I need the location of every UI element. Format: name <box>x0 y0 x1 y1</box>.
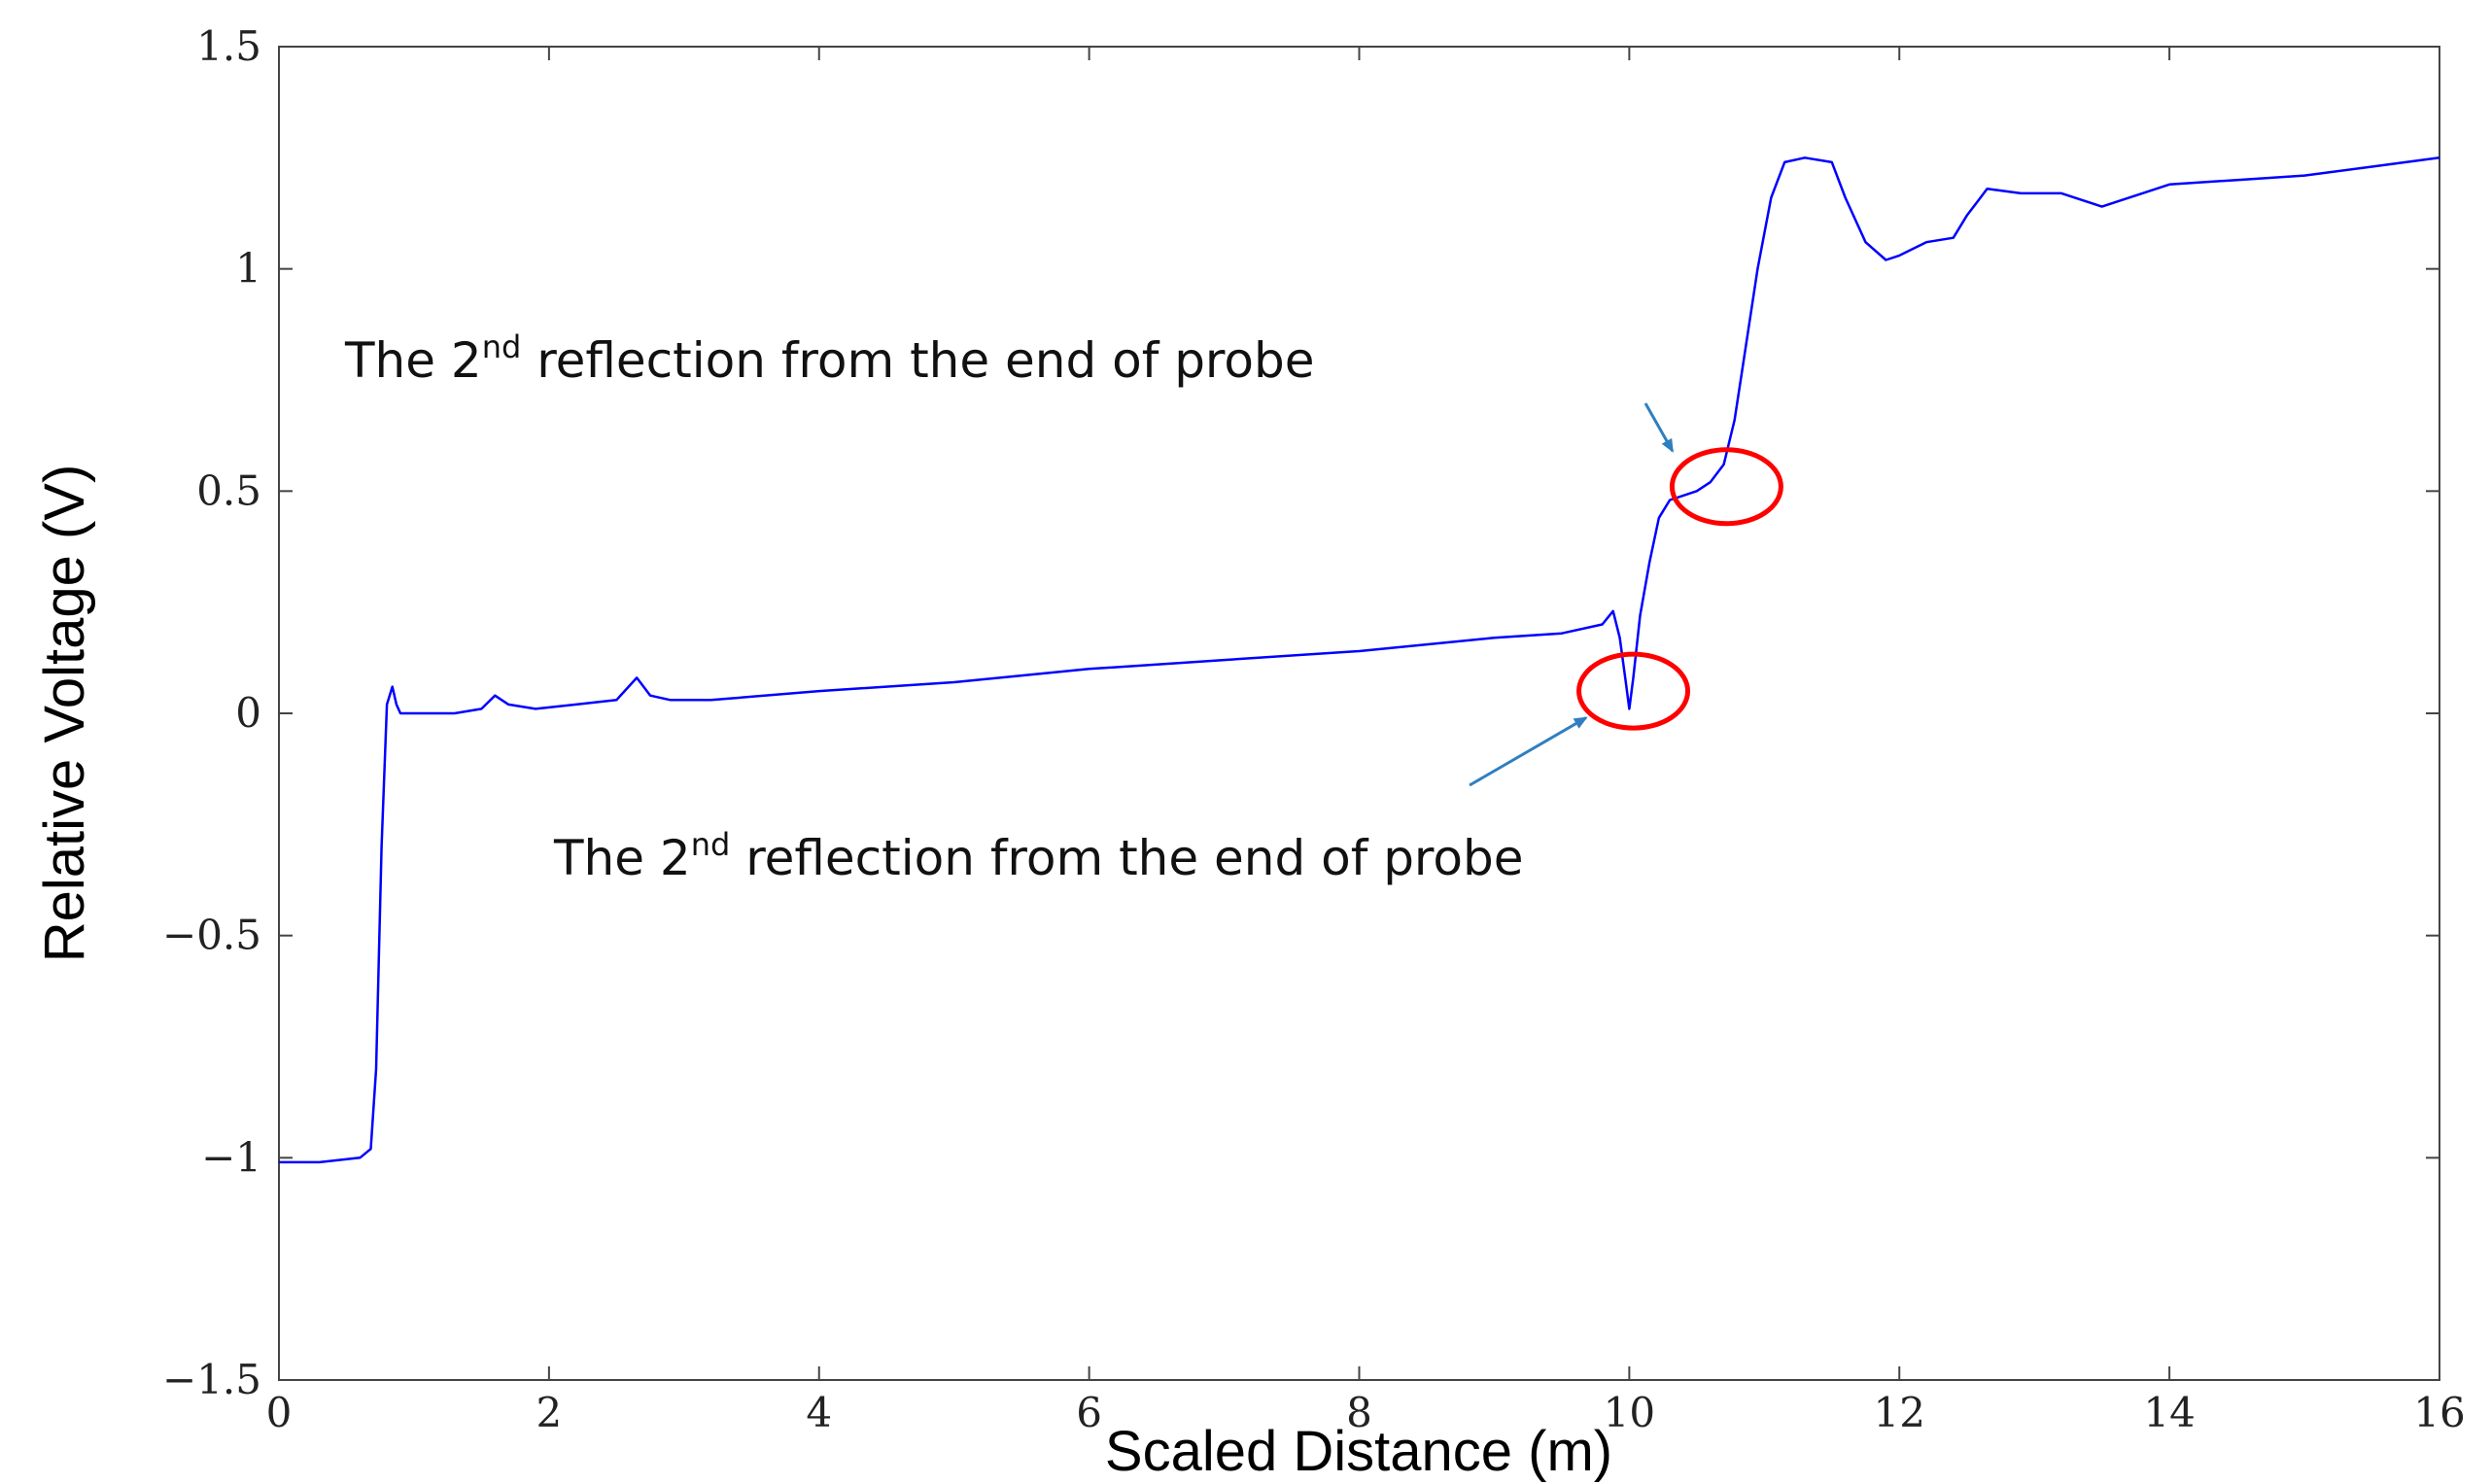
y-tick-label: −1.5 <box>162 1356 261 1403</box>
series-line <box>279 156 2440 1164</box>
x-tick-label: 4 <box>806 1389 832 1436</box>
x-tick-label: 6 <box>1076 1389 1102 1436</box>
x-axis-title: Scaled Distance (m) <box>1105 1420 1612 1483</box>
annotation-arrow <box>1643 402 1675 453</box>
annotation-label: The 2nd reflection from the end of probe <box>553 826 1523 886</box>
plot-frame <box>278 46 2440 1381</box>
axis-tick-labels: 0 2 4 6 8 10 12 14 16 −1.5 −1 −0.5 0 0.5 1 1.5 <box>162 22 2466 1436</box>
highlight-circle <box>1669 447 1783 527</box>
highlight-layer <box>1576 447 1783 731</box>
x-tick-label: 0 <box>266 1389 293 1436</box>
y-tick-label: 0 <box>235 689 261 737</box>
x-tick-label: 8 <box>1346 1389 1372 1436</box>
annotation-layer: The 2nd reflection from the end of probe… <box>344 328 1675 886</box>
highlight-circle <box>1576 651 1691 731</box>
y-tick-label: 1.5 <box>196 22 261 70</box>
y-tick-label: 0.5 <box>196 466 261 514</box>
x-tick-label: 14 <box>2143 1389 2195 1436</box>
y-tick-label: 1 <box>235 245 261 293</box>
series-layer <box>279 156 2440 1164</box>
x-tick-label: 2 <box>536 1389 563 1436</box>
x-tick-label: 10 <box>1604 1389 1655 1436</box>
x-tick-label: 16 <box>2413 1389 2465 1436</box>
x-tick-label: 12 <box>1874 1389 1925 1436</box>
y-tick-label: −0.5 <box>162 912 261 959</box>
axis-ticks <box>278 46 2440 1381</box>
y-axis-title: Relative Voltage (V) <box>33 465 96 963</box>
y-tick-label: −1 <box>201 1133 261 1181</box>
annotation-arrow <box>1469 716 1588 787</box>
annotation-label: The 2nd reflection from the end of probe <box>344 328 1314 389</box>
